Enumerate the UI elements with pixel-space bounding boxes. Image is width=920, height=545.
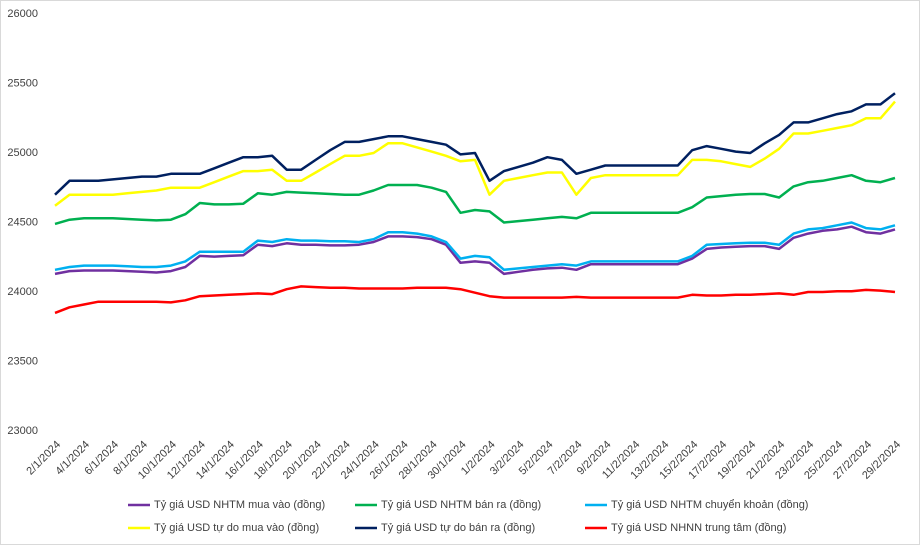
legend-label: Tỷ giá USD NHTM mua vào (đồng) [154, 499, 325, 511]
legend-label: Tỷ giá USD NHTM chuyển khoản (đồng) [611, 499, 808, 511]
y-tick-label: 25000 [7, 147, 38, 159]
y-tick-label: 24500 [7, 216, 38, 228]
series-line [54, 92, 896, 196]
series-line [54, 285, 896, 315]
y-tick-label: 23500 [7, 355, 38, 367]
series-line [54, 221, 896, 272]
series-line [54, 173, 896, 226]
y-tick-label: 23000 [7, 425, 38, 437]
legend-label: Tỷ giá USD NHTM bán ra (đồng) [381, 499, 541, 511]
legend-label: Tỷ giá USD tự do mua vào (đồng) [154, 522, 319, 534]
y-tick-label: 25500 [7, 77, 38, 89]
series-line [54, 100, 896, 207]
y-tick-label: 26000 [7, 8, 38, 20]
legend-label: Tỷ giá USD NHNN trung tâm (đồng) [611, 522, 786, 534]
series-line [54, 225, 896, 276]
y-tick-label: 24000 [7, 286, 38, 298]
legend-label: Tỷ giá USD tự do bán ra (đồng) [381, 522, 535, 534]
